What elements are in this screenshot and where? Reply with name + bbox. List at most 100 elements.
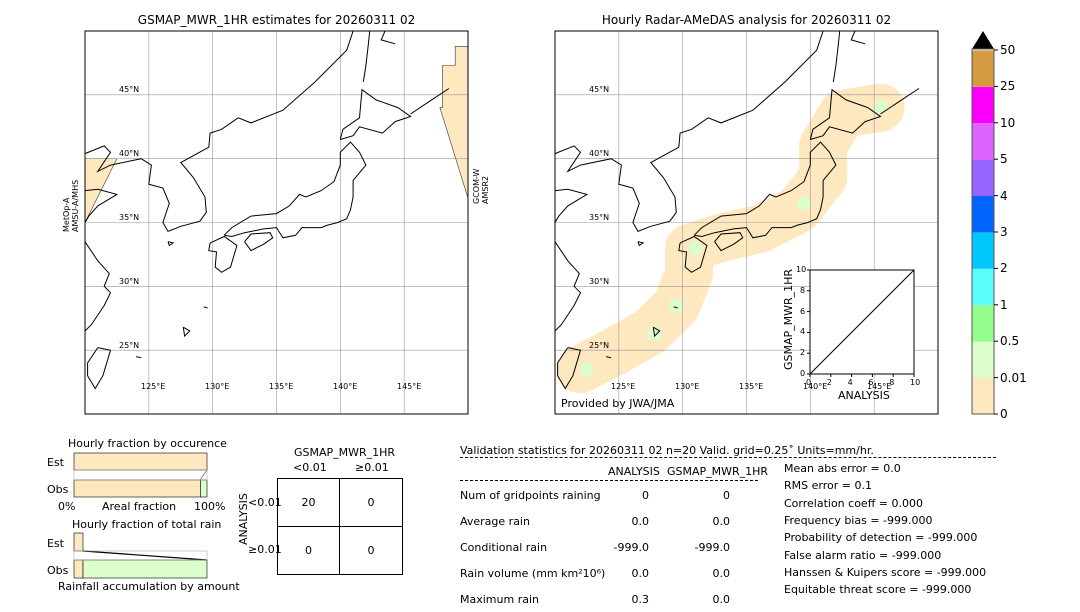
cell: 0 — [367, 543, 375, 557]
colorbar-extend-arrow — [972, 31, 994, 49]
coastline — [880, 88, 920, 115]
scatter-ylabel: GSMAP_MWR_1HR — [782, 268, 795, 370]
colorbar-tick: 50 — [1000, 43, 1016, 57]
coastline — [554, 188, 589, 223]
diagonal-line — [809, 269, 915, 375]
lon-label: 130°E — [205, 382, 230, 391]
stat-analysis: 0.0 — [631, 567, 650, 580]
obs-bar-rain — [200, 479, 208, 498]
coastline — [678, 235, 708, 273]
est-label: Est — [47, 537, 64, 550]
left-map-title: GSMAP_MWR_1HR estimates for 20260311 02 — [137, 13, 416, 27]
stat-gsmap: 0.0 — [712, 515, 731, 528]
stat-label: Num of gridpoints raining — [460, 489, 601, 502]
sat-label: GCOM-W — [472, 168, 481, 204]
colorbar-segment — [972, 86, 994, 124]
lon-label: 135°E — [739, 382, 764, 391]
coastline — [84, 188, 119, 223]
colorbar-segment — [972, 268, 994, 306]
stat-label: Average rain — [460, 515, 530, 528]
colorbar-tick: 0.5 — [1000, 334, 1020, 349]
coastline — [203, 306, 208, 309]
col-header-gsmap: GSMAP_MWR_1HR — [667, 465, 769, 478]
cell: 0 — [340, 479, 402, 527]
colorbar-segment — [972, 232, 994, 269]
lon-label: 145°E — [397, 382, 422, 391]
coastline — [714, 232, 744, 252]
colorbar-segment — [972, 378, 994, 415]
coastline — [554, 241, 582, 332]
lat-label: 35°N — [589, 213, 610, 222]
colorbar-segment — [972, 50, 994, 87]
stat-analysis: 0 — [642, 489, 649, 502]
scatter-y-tick: 2 — [800, 348, 806, 358]
stat-gsmap: -999.0 — [694, 541, 730, 554]
stat-analysis: 0.0 — [631, 515, 650, 528]
est-bar — [73, 452, 208, 471]
credit: Provided by JWA/JMA — [561, 397, 675, 410]
lon-label: 125°E — [141, 382, 166, 391]
map-frame — [554, 30, 939, 415]
stat-gsmap: 0 — [723, 489, 730, 502]
coastline — [208, 235, 238, 273]
score: Probability of detection = -999.000 — [784, 531, 978, 545]
sat-label: MetOp-A — [62, 197, 71, 232]
coastline — [554, 30, 824, 233]
stat-analysis: -999.0 — [613, 541, 649, 554]
coastline — [673, 306, 678, 309]
scatter-y-tick: 6 — [800, 306, 806, 316]
lon-label: 125°E — [611, 382, 636, 391]
sensor-label: AMSR2 — [481, 175, 490, 204]
colorbar-segment — [972, 159, 994, 196]
lat-label: 30°N — [589, 277, 610, 286]
lat-label: 25°N — [119, 341, 140, 350]
stat-gsmap: 0.0 — [712, 567, 731, 580]
coastline — [362, 30, 371, 83]
scatter-y-tick: 4 — [800, 327, 806, 337]
lat-label: 35°N — [119, 213, 140, 222]
rain-area — [439, 45, 469, 199]
scatter-xlabel: ANALYSIS — [838, 389, 890, 402]
right-map-title: Hourly Radar-AMeDAS analysis for 2026031… — [601, 13, 892, 27]
score: False alarm ratio = -999.000 — [784, 548, 942, 562]
light-rain-patch — [688, 241, 703, 256]
coastline — [557, 347, 582, 390]
light-rain-patch — [796, 196, 811, 211]
left-satellite-label: MetOp-A AMSU-A/MHS — [62, 180, 80, 232]
obs-bar — [73, 479, 201, 498]
colorbar-tick: 0 — [1000, 407, 1008, 421]
coastline — [87, 347, 112, 390]
contingency-title: GSMAP_MWR_1HR — [294, 446, 396, 459]
scatter-y-tick: 0 — [800, 369, 806, 378]
obs-bar-rain — [82, 559, 208, 579]
lon-label: 135°E — [269, 382, 294, 391]
light-rain-patch — [669, 298, 684, 313]
stat-analysis: 0.3 — [631, 593, 650, 606]
coastline — [410, 88, 450, 115]
coastline — [339, 88, 412, 140]
coastline — [605, 356, 612, 359]
light-rain-patch — [579, 362, 594, 377]
scatter-x-tick: 8 — [889, 378, 895, 387]
scatter-x-tick: 6 — [868, 378, 874, 387]
scatter-y-tick: 8 — [800, 285, 806, 295]
lat-label: 25°N — [589, 341, 610, 350]
est-bar — [73, 532, 84, 552]
scatter-x-tick: 0 — [806, 378, 812, 387]
coastline — [182, 326, 191, 338]
bar-gap — [73, 550, 208, 561]
coastline — [850, 30, 866, 45]
sensor-label: AMSU-A/MHS — [71, 179, 80, 232]
lat-label: 30°N — [119, 277, 140, 286]
lat-label: 40°N — [589, 149, 610, 158]
colorbar-tick: 2 — [1000, 261, 1008, 276]
colorbar-tick: 3 — [1000, 225, 1008, 239]
coastline — [380, 30, 396, 45]
x-axis-label: Rainfall accumulation by amount — [58, 580, 240, 593]
total-rain-title: Hourly fraction of total rain — [72, 518, 222, 531]
x-max-label: 100% — [194, 500, 226, 513]
coastline — [167, 241, 175, 247]
x-axis-label: Areal fraction — [102, 500, 177, 513]
scatter-y-tick: 10 — [796, 265, 807, 274]
bar-gap — [73, 469, 208, 481]
